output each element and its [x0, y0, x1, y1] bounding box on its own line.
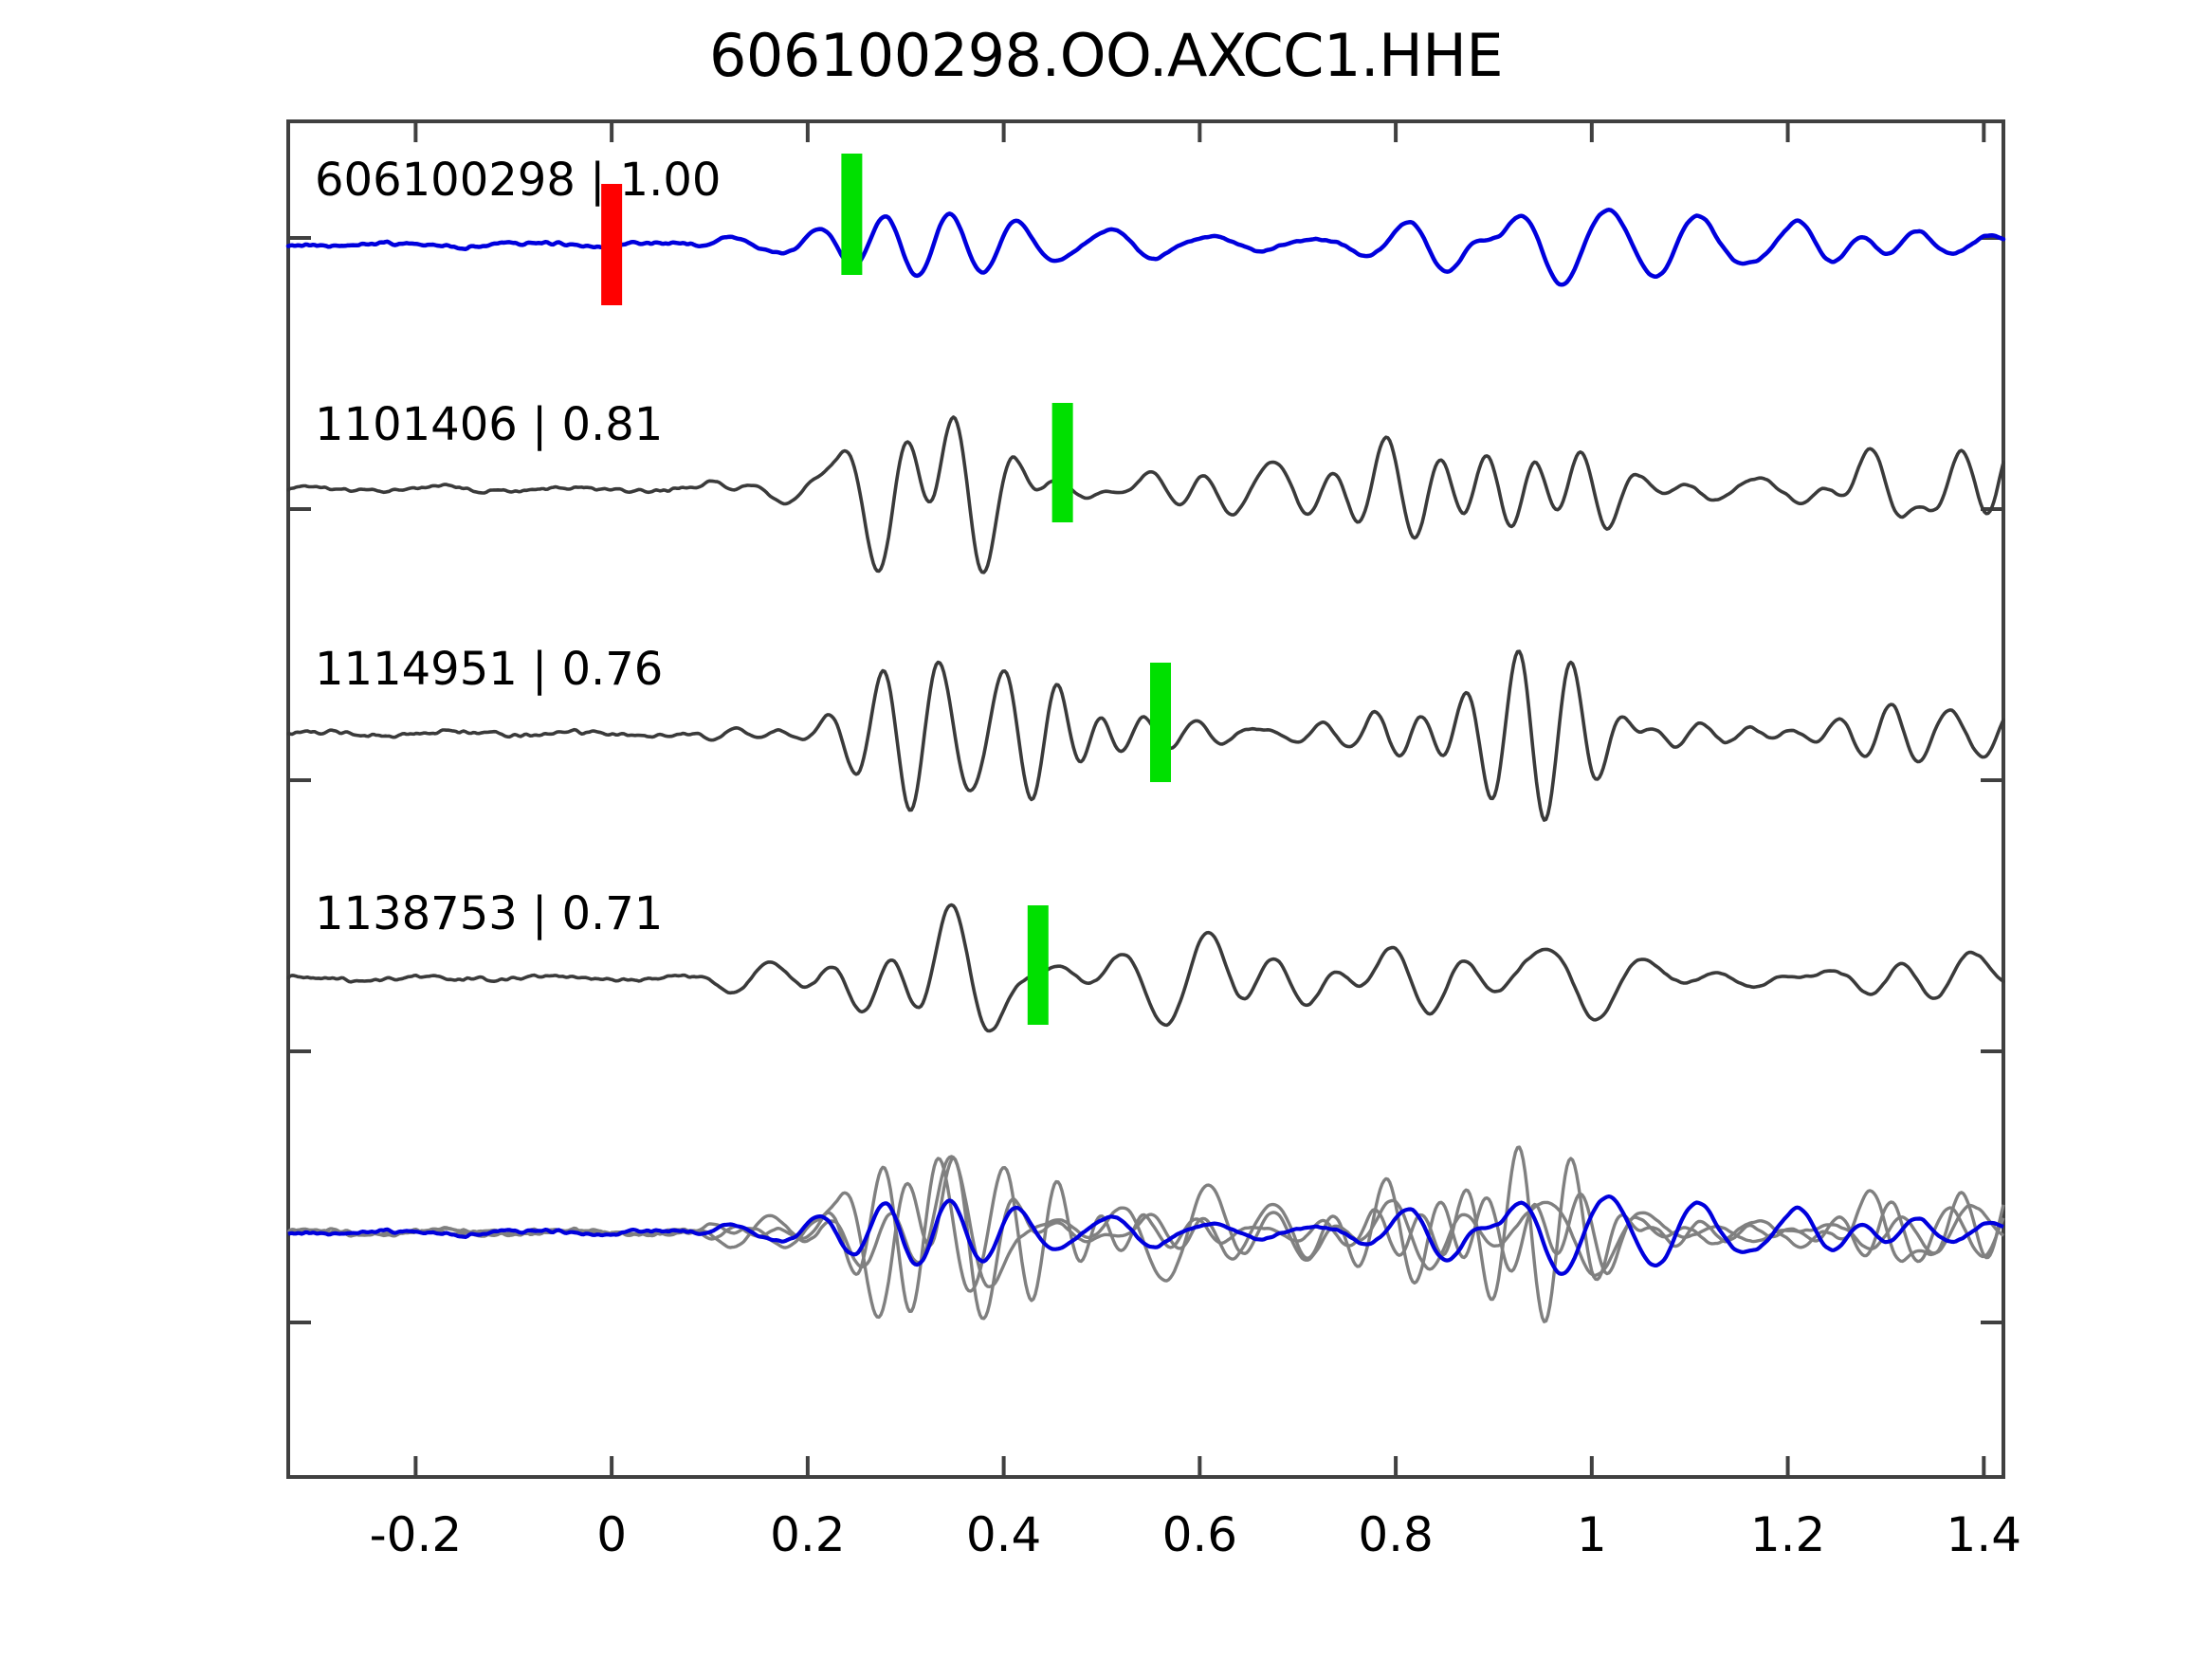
trace-label-1114951: 1114951 | 0.76 [315, 643, 663, 696]
trace-labels: 606100298 | 1.00 1101406 | 0.81 1114951 | … [315, 154, 721, 940]
trace-label-1138753: 1138753 | 0.71 [315, 887, 663, 940]
trace-line-1138753 [286, 902, 2005, 1033]
plot-frame [286, 119, 2005, 1479]
x-tick-label: 0 [596, 1507, 627, 1562]
pick-marker-1114951 [1150, 663, 1172, 782]
trace-line-606100298 [285, 208, 2006, 287]
waveform-traces [285, 208, 2006, 1323]
overlay-stack [286, 1145, 2005, 1323]
x-tick-label: 0.8 [1358, 1507, 1434, 1562]
overlay-trace-1138753 [286, 1155, 2005, 1288]
trace-label-606100298: 606100298 | 1.00 [315, 154, 721, 207]
waveform-trace [286, 902, 2005, 1033]
x-axis-tick-labels: -0.2 0 0.2 0.4 0.6 0.8 1 1.2 1.4 [370, 1507, 2021, 1562]
x-tick-label: 0.6 [1162, 1507, 1238, 1562]
x-tick-label: 1.2 [1750, 1507, 1826, 1562]
y-axis-ticks [288, 236, 2003, 1324]
x-tick-label: 0.4 [966, 1507, 1042, 1562]
trace-line-1114951 [286, 649, 2005, 822]
x-tick-label: 0.2 [770, 1507, 846, 1562]
pick-markers [601, 154, 1172, 1025]
x-axis-ticks [413, 121, 1986, 1477]
trace-line-1101406 [286, 415, 2005, 574]
pick-marker-1138753 [1027, 905, 1049, 1025]
overlay-trace-template [287, 1194, 2004, 1276]
waveform-trace [286, 649, 2005, 822]
overlay-trace-1114951 [287, 1145, 2005, 1323]
x-tick-label: 1.4 [1947, 1507, 2022, 1562]
pick-marker-606100298 [601, 184, 623, 305]
pick-marker-1101406 [1051, 403, 1073, 522]
waveform-trace [285, 208, 2006, 287]
x-tick-label: 1 [1577, 1507, 1607, 1562]
waveform-trace [286, 415, 2005, 574]
trace-label-1101406: 1101406 | 0.81 [315, 398, 663, 451]
x-tick-label: -0.2 [370, 1507, 463, 1562]
overlay-trace-1101406 [286, 1156, 2005, 1321]
pick-marker-secondary-606100298 [841, 154, 863, 275]
page-title: 606100298.OO.AXCC1.HHE [708, 21, 1504, 90]
